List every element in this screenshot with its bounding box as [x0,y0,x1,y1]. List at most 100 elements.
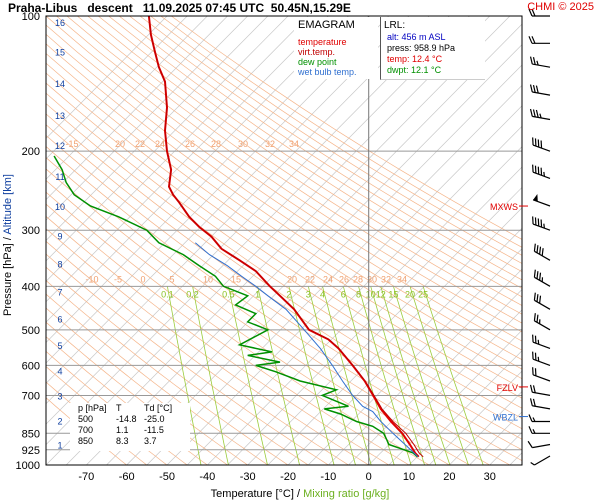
wind-barb-full [533,269,536,278]
summary-cell: -14.8 [116,414,137,424]
dry-adiabat-line [46,53,522,380]
wind-barb-full [528,426,533,434]
isotherm-line [46,16,329,303]
wind-barb-shaft [532,199,551,207]
wind-barb-full [537,139,540,148]
dry-adiabat-line [171,16,522,240]
isotherm-line [267,207,522,465]
wind-barb-full [532,137,534,146]
wind-barb-full [533,292,536,301]
isotherm-line [46,16,168,139]
chart-title: Praha-Libus descent 11.09.2025 07:45 UTC… [8,1,351,15]
temperature-tick-label: 10 [403,471,415,483]
isotherm-line [46,16,390,364]
isotherm-line [489,431,522,465]
wind-barbs [527,8,551,466]
wind-barb-full [529,398,533,406]
isotherm-line [428,370,522,465]
mixing-ratio-label: 2 [286,289,291,299]
legend-heading: EMAGRAM [298,19,355,31]
isotherm-label: 20 [287,274,297,284]
wind-barb [533,269,551,287]
isotherm-label: 34 [397,274,407,284]
wind-barb-full [532,367,534,375]
lrl-box: LRL: alt: 456 m ASL press: 958.9 hPa temp:… [380,17,485,80]
altitude-tick-label: 9 [57,231,62,241]
isotherm-lines: -15 20 22 24 26 28 30 32 34-10 -5 0 5 10 15 20 22 24 26 28… [46,16,600,465]
isotherm-line [106,44,522,465]
axes: 1002003004005006007008509251000123456789… [2,11,523,500]
wind-barb-shaft [532,63,551,68]
mixing-ratio-label: 6 [341,289,346,299]
legend-item: dew point [298,57,337,67]
summary-cell: 850 [78,436,94,446]
mixing-ratio-label: 12 [376,289,386,299]
summary-cell: 500 [78,414,94,424]
wind-barb-full [540,167,543,176]
wind-barb-full [532,109,536,118]
isotherm-line [46,16,430,405]
wind-barb-full [532,334,534,343]
altitude-tick-label: 16 [55,18,65,28]
wind-barb-full [532,164,534,173]
wind-barb [532,334,551,349]
dry-adiabat-line [118,16,522,281]
isotherm-label: 30 [238,139,248,149]
dry-adiabat-line [139,16,522,264]
isotherm-line [307,248,522,465]
isotherm-line [166,105,522,465]
altitude-tick-label: 8 [57,260,62,270]
wind-barb [527,440,551,449]
wind-barb-full [532,216,534,225]
wind-barb-full [534,335,537,344]
dry-adiabat-line [46,33,522,361]
temperature-tick-label: -60 [119,471,135,483]
wind-barb [532,216,551,231]
isotherm-line [65,16,511,465]
isotherm-line [591,16,600,465]
wind-barb-full [532,385,536,393]
x-axis-label-separator: / [297,488,303,500]
summary-table: p [hPa] T Td [°C] 500 -14.8 -25.0 700 1.1 -11.5 8… [70,403,190,451]
dry-adiabat-line [46,62,522,389]
wind-barb-half [536,60,539,66]
wind-barb [532,137,551,152]
dry-adiabat-line [46,280,289,465]
isotherm-line [46,16,289,262]
temperature-tick-label: -70 [78,471,94,483]
summary-cell: 8.3 [116,436,129,446]
legend-item: virt.temp. [298,47,336,57]
isotherm-line [570,16,600,465]
isotherm-line [46,16,349,323]
wind-barb [528,36,550,44]
isotherm-label: 32 [381,274,391,284]
temperature-tick-label: 20 [443,471,455,483]
lrl-heading: LRL: [384,20,406,31]
x-axis-label: Temperature [°C] / Mixing ratio [g/kg] [211,488,390,500]
isotherm-line [469,411,522,465]
isotherm-label: -5 [114,274,122,284]
dry-adiabat-line [46,168,470,465]
altitude-tick-label: 2 [57,416,62,426]
isotherm-label: 26 [185,139,195,149]
isotherm-line [86,23,522,465]
lrl-line: press: 958.9 hPa [387,43,456,53]
isotherm-label: -10 [85,274,98,284]
wind-barb [529,56,551,68]
wind-barb-full [540,219,543,228]
mixing-ratio-label: 3 [306,289,311,299]
wind-barb-half [539,319,541,324]
isotherm-line [509,452,522,465]
wind-barb-full [537,218,540,227]
wind-barb-full [532,57,536,65]
pressure-tick-label: 200 [22,146,40,158]
level-marker-label: WBZL [493,413,518,423]
wind-barb-half [543,171,545,177]
dry-adiabat-line [77,16,522,315]
dry-adiabat-line [150,16,522,256]
summary-row: 700 1.1 -11.5 [70,425,190,436]
isotherm-line [408,350,522,465]
y-axis-label-primary: Pressure [hPa] [2,240,14,316]
isotherm-label: -15 [65,139,78,149]
wind-barb [529,108,551,121]
